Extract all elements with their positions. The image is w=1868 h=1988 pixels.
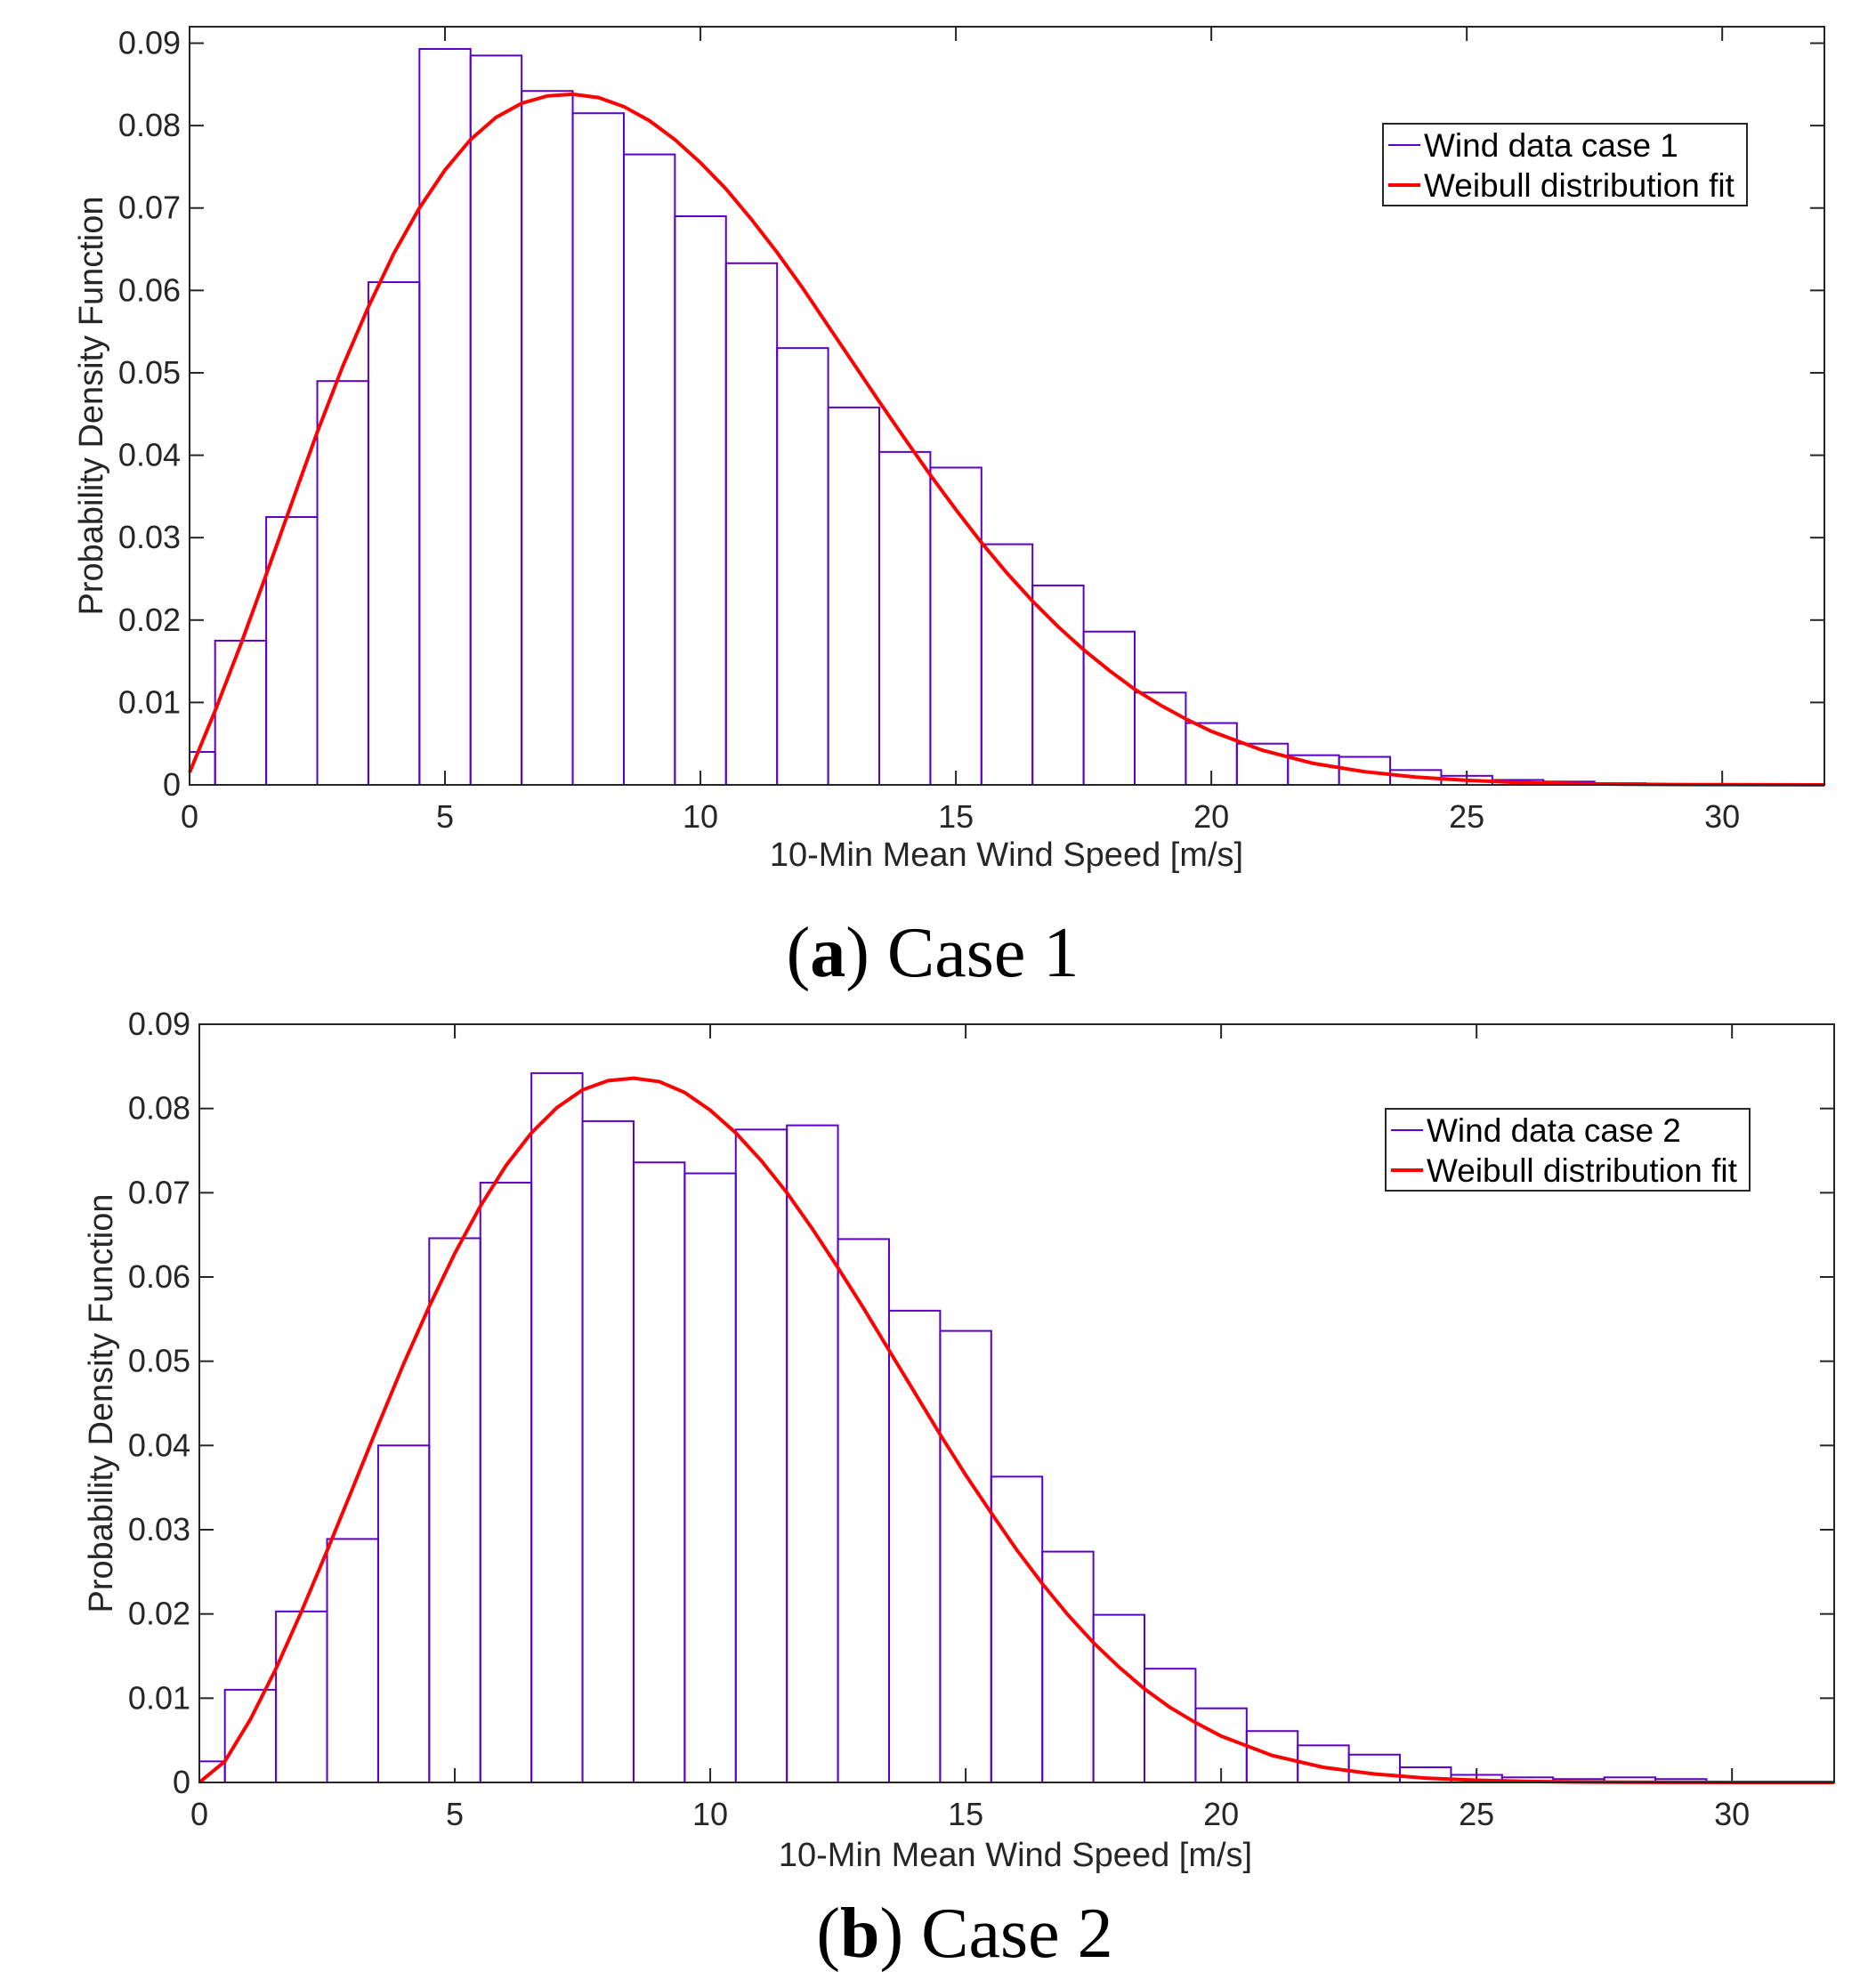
x-tick-label: 25	[1449, 798, 1484, 835]
caption-letter: b	[840, 1895, 880, 1973]
y-tick-label: 0	[163, 766, 181, 803]
y-tick-label: 0.03	[118, 519, 181, 555]
legend-label-fit: Weibull distribution fit	[1424, 167, 1735, 204]
weibull-fit-line	[198, 1076, 1834, 1784]
x-tick-label: 30	[1704, 798, 1740, 835]
caption-title: Case 1	[887, 914, 1080, 992]
y-tick-label: 0.09	[118, 25, 181, 61]
y-tick-label: 0.04	[128, 1426, 190, 1463]
x-tick-label: 10	[683, 798, 718, 835]
y-tick-label: 0.01	[128, 1679, 190, 1716]
legend-label-histogram: Wind data case 1	[1424, 127, 1678, 164]
caption-a: (a) Case 1	[787, 914, 1080, 992]
x-axis-label: 10-Min Mean Wind Speed [m/s]	[770, 836, 1243, 874]
x-tick-label: 15	[938, 798, 974, 835]
y-tick-label: 0	[173, 1764, 190, 1800]
legend-box	[1382, 123, 1748, 206]
y-tick-label: 0.08	[118, 107, 181, 143]
x-tick-label: 5	[436, 798, 454, 835]
y-tick-label: 0.05	[128, 1343, 190, 1379]
x-tick-label: 30	[1714, 1796, 1750, 1832]
x-tick-label: 10	[692, 1796, 728, 1832]
caption-title: Case 2	[921, 1895, 1113, 1973]
y-tick-label: 0.07	[128, 1174, 190, 1210]
x-tick-label: 20	[1193, 798, 1229, 835]
legend-label-histogram: Wind data case 2	[1427, 1112, 1681, 1149]
y-tick-label: 0.04	[118, 437, 181, 473]
x-tick-label: 15	[948, 1796, 983, 1832]
legend: Wind data case 1 Weibull distribution fi…	[1382, 123, 1748, 206]
legend: Wind data case 2 Weibull distribution fi…	[1385, 1108, 1751, 1192]
y-tick-label: 0.06	[128, 1258, 190, 1295]
x-tick-label: 25	[1459, 1796, 1494, 1832]
x-tick-label: 5	[446, 1796, 464, 1832]
x-tick-label: 0	[190, 1796, 208, 1832]
y-tick-label: 0.03	[128, 1511, 190, 1548]
chart-panel-a: 0 5 10 15 20 25 30 0 0.01 0.02 0.03 0.04 0.05 0.06 0.…	[73, 25, 1825, 992]
x-axis-label: 10-Min Mean Wind Speed [m/s]	[779, 1837, 1252, 1874]
x-tick-label: 20	[1203, 1796, 1239, 1832]
legend-label-fit: Weibull distribution fit	[1427, 1152, 1738, 1189]
y-tick-label: 0.07	[118, 190, 181, 226]
y-tick-label: 0.09	[128, 1006, 190, 1042]
legend-box	[1385, 1108, 1751, 1192]
x-tick-label: 0	[181, 798, 198, 835]
y-axis-label: Probability Density Function	[83, 1194, 120, 1613]
y-tick-label: 0.06	[118, 271, 181, 308]
y-tick-label: 0.08	[128, 1090, 190, 1127]
caption-letter: a	[810, 914, 845, 992]
y-axis-label: Probability Density Function	[73, 197, 110, 616]
caption-b: (b) Case 2	[816, 1895, 1112, 1973]
y-tick-label: 0.01	[118, 683, 181, 720]
y-tick-label: 0.02	[128, 1596, 190, 1632]
y-tick-label: 0.02	[118, 602, 181, 638]
y-tick-label: 0.05	[118, 354, 181, 391]
chart-panel-b: 0 5 10 15 20 25 30 0 0.01 0.02 0.03 0.04 0.05 0.06 0.…	[83, 1006, 1835, 1973]
weibull-fit-line	[188, 92, 1825, 787]
